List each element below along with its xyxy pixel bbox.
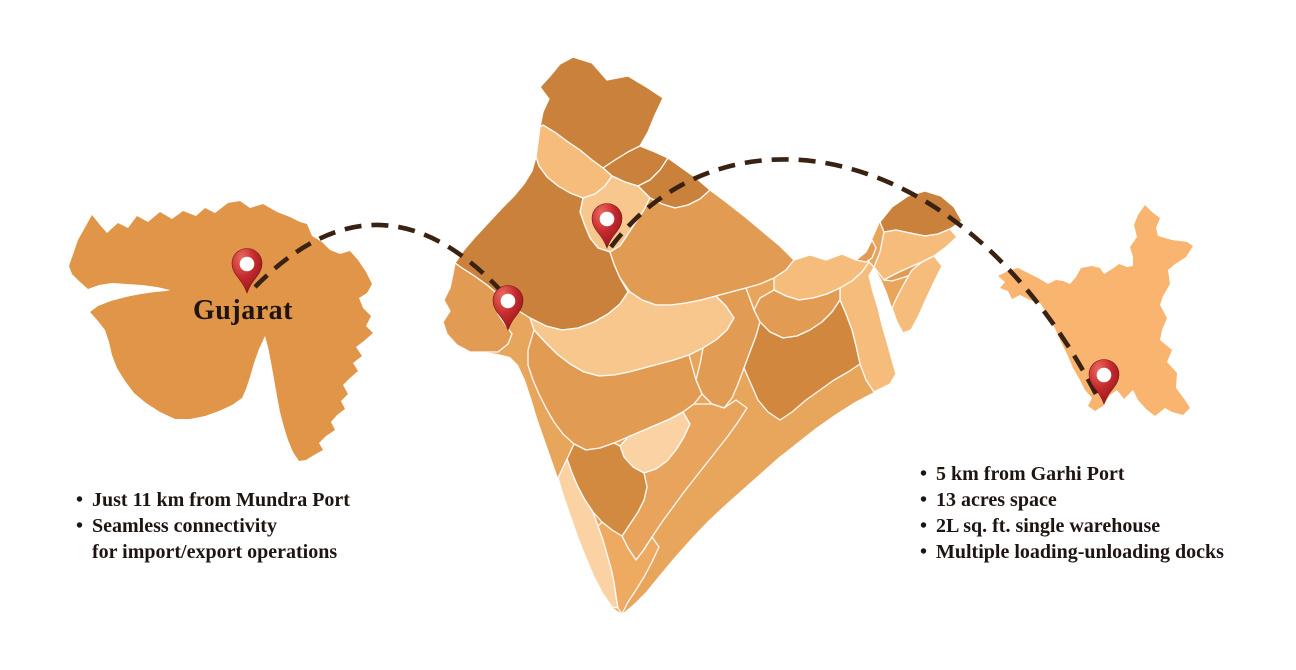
gujarat-zoom-shape [69, 201, 373, 461]
list-item-text: Seamless connectivity for import/export … [92, 515, 338, 563]
state-region [597, 521, 660, 615]
bullet-dot: • [76, 489, 84, 511]
list-item: • 2L sq. ft. single warehouse [920, 513, 1265, 539]
mundra-info-list: • Just 11 km from Mundra Port • Seamless… [76, 487, 416, 565]
state-region [855, 239, 877, 263]
india-map [442, 56, 963, 615]
bullet-dot: • [920, 541, 928, 563]
list-item-text: 2L sq. ft. single warehouse [936, 515, 1161, 537]
list-item-text: 5 km from Garhi Port [936, 463, 1125, 485]
state-region [891, 255, 943, 334]
state-region [442, 262, 513, 353]
list-item-text: 13 acres space [936, 489, 1057, 511]
bullet-dot: • [920, 463, 928, 485]
state-region [743, 299, 861, 421]
bullet-dot: • [920, 515, 928, 537]
route-dashed-arc-right [609, 157, 1101, 400]
route-dashed-arc-left [253, 222, 505, 295]
haryana-zoom-shape [998, 205, 1193, 416]
list-item: • 13 acres space [920, 487, 1265, 513]
list-item-text: Just 11 km from Mundra Port [92, 489, 350, 511]
bullet-dot: • [920, 489, 928, 511]
list-item: • Seamless connectivity for import/expor… [76, 513, 416, 565]
gujarat-label: Gujarat [193, 295, 293, 326]
list-item: • Multiple loading-unloading docks [920, 539, 1265, 565]
bullet-dot: • [76, 515, 84, 537]
garhi-info-list: • 5 km from Garhi Port • 13 acres space … [920, 461, 1265, 565]
list-item: • 5 km from Garhi Port [920, 461, 1265, 487]
list-item: • Just 11 km from Mundra Port [76, 487, 416, 513]
list-item-text: Multiple loading-unloading docks [936, 541, 1224, 563]
